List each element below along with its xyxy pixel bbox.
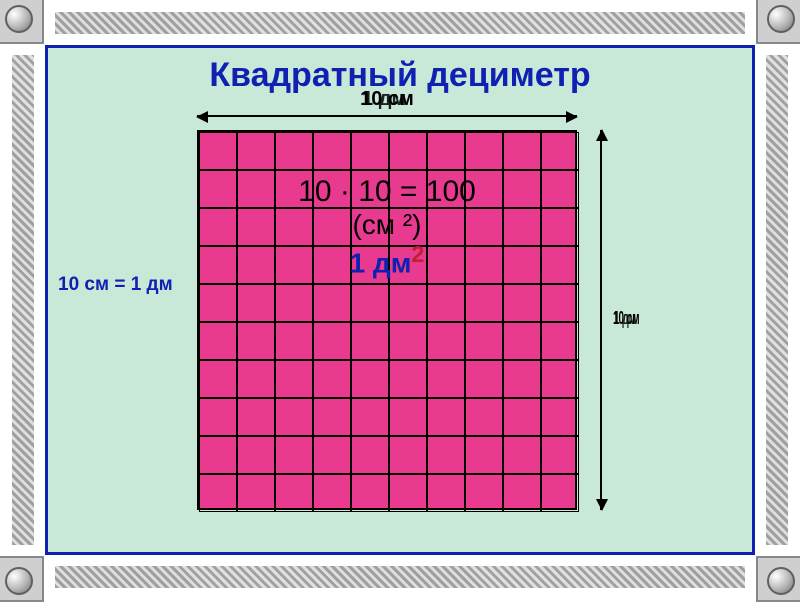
grid-cell xyxy=(351,360,389,398)
grid-cell xyxy=(503,360,541,398)
frame-hatch-bottom xyxy=(55,566,745,588)
grid-cell xyxy=(541,398,579,436)
grid-cell xyxy=(541,474,579,512)
grid-cell xyxy=(351,436,389,474)
right-dimension-label: 1 дм 10 см xyxy=(613,308,640,329)
content-frame: Квадратный дециметр 1 дм 10 см 1 дм 10 с… xyxy=(45,45,755,555)
grid-cell xyxy=(351,474,389,512)
grid-cell xyxy=(427,132,465,170)
grid-cell xyxy=(199,360,237,398)
grid-cell xyxy=(427,360,465,398)
grid-cell xyxy=(389,398,427,436)
grid-cell xyxy=(389,132,427,170)
grid-cell xyxy=(313,398,351,436)
formula-block: 10 · 10 = 100 (см ²) 1 дм2 xyxy=(187,175,587,279)
grid-cell xyxy=(503,436,541,474)
grid-cell xyxy=(465,284,503,322)
grid-cell xyxy=(313,360,351,398)
grid-cell xyxy=(275,436,313,474)
grid-cell xyxy=(541,132,579,170)
grid-cell xyxy=(465,322,503,360)
unit-dm2: 1 дм2 xyxy=(187,241,587,279)
grid-cell xyxy=(237,360,275,398)
grid-cell xyxy=(503,398,541,436)
grid-cell xyxy=(427,322,465,360)
grid-cell xyxy=(503,474,541,512)
grid-cell xyxy=(199,132,237,170)
grid-cell xyxy=(389,436,427,474)
grid-cell xyxy=(351,284,389,322)
grid-cell xyxy=(427,284,465,322)
right-dimension-line xyxy=(600,130,602,510)
top-dimension-line xyxy=(197,115,577,117)
top-dim-overlay: 1 дм xyxy=(362,88,406,111)
grid-cell xyxy=(237,436,275,474)
unit-dm-base: 1 дм xyxy=(350,247,412,278)
grid-cell xyxy=(465,436,503,474)
grid-cell xyxy=(199,398,237,436)
grid-cell xyxy=(237,284,275,322)
grid-cell xyxy=(389,322,427,360)
grid-cell xyxy=(313,474,351,512)
formula-text: 10 · 10 = 100 xyxy=(187,175,587,209)
grid-cell xyxy=(503,284,541,322)
grid-cell xyxy=(275,284,313,322)
unit-dm-sup: 2 xyxy=(411,241,424,267)
grid-cell xyxy=(313,132,351,170)
frame-hatch-left xyxy=(12,55,34,545)
rivet-tl xyxy=(5,5,33,33)
grid-cell xyxy=(275,360,313,398)
grid-cell xyxy=(541,284,579,322)
grid-cell xyxy=(465,360,503,398)
grid-cell xyxy=(199,284,237,322)
grid-cell xyxy=(465,132,503,170)
unit-cm2: (см ²) xyxy=(187,209,587,241)
grid-cell xyxy=(237,132,275,170)
grid-cell xyxy=(275,398,313,436)
left-equation: 10 см = 1 дм xyxy=(58,274,173,296)
grid-cell xyxy=(389,284,427,322)
grid-cell xyxy=(427,398,465,436)
grid-cell xyxy=(389,474,427,512)
grid-cell xyxy=(541,436,579,474)
grid-cell xyxy=(199,322,237,360)
grid-cell xyxy=(465,398,503,436)
grid-cell xyxy=(275,474,313,512)
grid-cell xyxy=(313,436,351,474)
grid-cell xyxy=(427,474,465,512)
rivet-tr xyxy=(767,5,795,33)
grid-cell xyxy=(313,284,351,322)
grid-cell xyxy=(503,322,541,360)
frame-hatch-top xyxy=(55,12,745,34)
grid-cell xyxy=(199,474,237,512)
grid-cell xyxy=(237,322,275,360)
grid-cell xyxy=(541,322,579,360)
grid-cell xyxy=(351,398,389,436)
grid-cell xyxy=(199,436,237,474)
grid-cell xyxy=(351,132,389,170)
grid-cell xyxy=(465,474,503,512)
rivet-br xyxy=(767,567,795,595)
grid-cell xyxy=(313,322,351,360)
grid-cell xyxy=(541,360,579,398)
grid-cell xyxy=(237,474,275,512)
grid-cell xyxy=(275,322,313,360)
grid-cell xyxy=(351,322,389,360)
grid-cell xyxy=(427,436,465,474)
grid-cell xyxy=(389,360,427,398)
rivet-bl xyxy=(5,567,33,595)
right-dim-overlay: 1 дм xyxy=(614,308,636,329)
grid-cell xyxy=(275,132,313,170)
grid-cell xyxy=(503,132,541,170)
frame-hatch-right xyxy=(766,55,788,545)
grid-cell xyxy=(237,398,275,436)
top-dimension-label: 1 дм 10 см xyxy=(197,88,577,111)
